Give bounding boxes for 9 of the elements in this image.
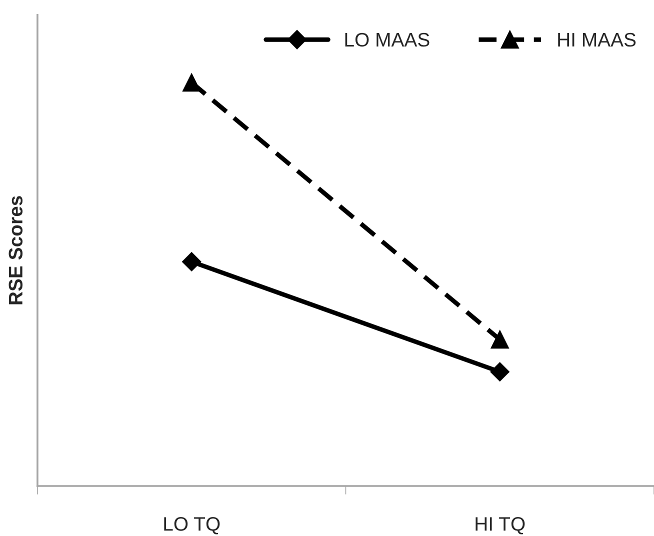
legend-label: LO MAAS — [345, 32, 430, 47]
point — [182, 74, 201, 92]
y-axis-title: RSE Scores — [8, 196, 23, 304]
legend-label: HI MAAS — [558, 32, 636, 47]
x-tick-label: HI TQ — [476, 517, 525, 534]
x-tick-label: LO TQ — [164, 517, 220, 534]
point — [490, 330, 509, 349]
point — [490, 362, 510, 382]
point — [182, 252, 202, 272]
